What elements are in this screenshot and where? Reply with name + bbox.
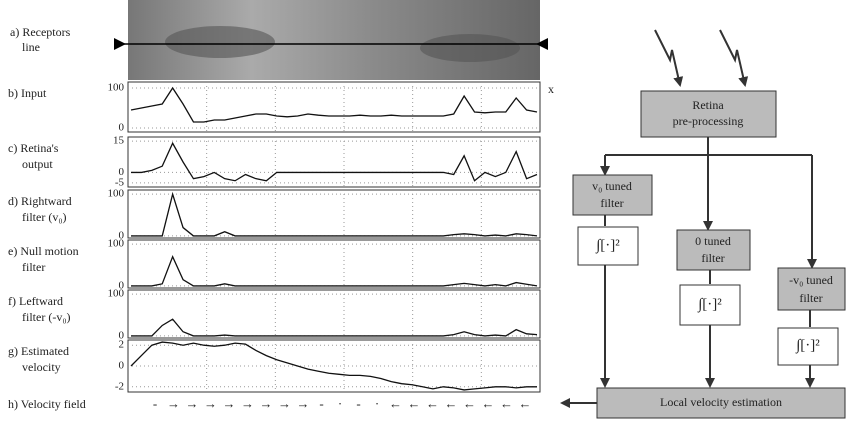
- plot-frame: [127, 339, 541, 393]
- panel-label: e) Null motion: [8, 244, 79, 258]
- node-label: v₀ tuned: [592, 179, 632, 193]
- panel-label: filter: [22, 260, 45, 274]
- plot-frame: [127, 189, 541, 239]
- y-tick-label: 100: [108, 82, 125, 94]
- panel-label: g) Estimated: [8, 344, 69, 358]
- label: line: [22, 40, 40, 54]
- velocity-symbol: →: [260, 396, 273, 411]
- input-arrow: [719, 29, 749, 87]
- y-tick-label: 2: [119, 339, 125, 351]
- filter-box: [676, 229, 751, 271]
- filter-box: [777, 267, 846, 311]
- node-label: ∫[·]²: [697, 296, 722, 312]
- car: [420, 34, 520, 62]
- panel-label: filter (-v₀): [22, 310, 71, 324]
- panel-label: velocity: [22, 360, 61, 374]
- velocity-symbol: →: [297, 396, 310, 411]
- node-label: Retina: [692, 98, 724, 112]
- y-tick-label: 0: [119, 166, 125, 178]
- output-box: [596, 387, 846, 419]
- y-tick-label: 15: [113, 135, 125, 147]
- node-label: ∫[·]²: [795, 337, 820, 353]
- plot-frame: [127, 136, 541, 188]
- velocity-symbol: →: [241, 396, 254, 411]
- velocity-symbol: ←: [445, 396, 458, 411]
- y-tick-label: 100: [108, 188, 125, 200]
- signal: [131, 191, 538, 237]
- y-tick-label: 0: [119, 279, 125, 291]
- label: a) Receptors: [10, 25, 71, 39]
- velocity-symbol: →: [186, 396, 199, 411]
- car: [165, 26, 275, 58]
- signal: [131, 255, 538, 287]
- y-tick-label: 0: [119, 229, 125, 241]
- velocity-symbol: ←: [500, 396, 513, 411]
- panel-label: f) Leftward: [8, 294, 63, 308]
- y-tick-label: 100: [108, 288, 125, 300]
- velocity-symbol: →: [278, 396, 291, 411]
- velocity-symbol: -: [153, 396, 157, 411]
- filter-box: [572, 174, 653, 216]
- node-label: filter: [799, 291, 822, 305]
- y-tick-label: 0: [119, 122, 125, 134]
- velocity-symbol: →: [204, 396, 217, 411]
- node-label: 0 tuned: [695, 234, 731, 248]
- velocity-symbol: -: [319, 396, 323, 411]
- plot-frame: [127, 239, 541, 289]
- input-arrow: [654, 29, 684, 87]
- node-label: filter: [701, 251, 724, 265]
- retina-box: [640, 90, 777, 138]
- plot-frame: [127, 289, 541, 339]
- arrow: [114, 38, 126, 50]
- panel-label: output: [22, 157, 53, 171]
- y-tick-label: 0: [119, 360, 125, 372]
- square-box: [577, 226, 639, 266]
- velocity-symbol: ←: [426, 396, 439, 411]
- velocity-symbol: ←: [408, 396, 421, 411]
- node-label: filter: [600, 196, 623, 210]
- velocity-symbol: →: [223, 396, 236, 411]
- y-tick-label: 100: [108, 238, 125, 250]
- panel-label: c) Retina's: [8, 141, 59, 155]
- axis-label: x: [548, 82, 554, 96]
- signal: [131, 141, 538, 182]
- velocity-symbol: ←: [519, 396, 532, 411]
- node-label: -v₀ tuned: [789, 273, 833, 287]
- plot-frame: [127, 81, 541, 133]
- node-label: Local velocity estimation: [660, 395, 782, 409]
- panel-label: b) Input: [8, 86, 47, 100]
- square-box: [777, 327, 839, 366]
- y-tick-label: -5: [115, 176, 125, 188]
- velocity-symbol: ·: [375, 396, 379, 411]
- panel-label: filter (v₀): [22, 210, 67, 224]
- velocity-symbol: ·: [338, 396, 342, 411]
- label: h) Velocity field: [8, 397, 86, 411]
- velocity-symbol: ←: [482, 396, 495, 411]
- signal: [130, 86, 538, 123]
- y-tick-label: -2: [115, 380, 124, 392]
- node-label: ∫[·]²: [595, 237, 620, 253]
- diagram: Retina pre-processing v₀ tuned filter 0 …: [560, 29, 846, 419]
- signal: [131, 318, 538, 337]
- velocity-field: h) Velocity field - → → → → → → → → - · - · ← ← ← ← ← ← ← ←: [8, 396, 532, 411]
- velocity-symbol: ←: [463, 396, 476, 411]
- signal: [130, 341, 537, 391]
- velocity-symbol: →: [167, 396, 180, 411]
- y-tick-label: 0: [119, 329, 125, 341]
- arrow: [536, 38, 548, 50]
- panel-label: d) Rightward: [8, 194, 72, 208]
- velocity-symbol: ←: [389, 396, 402, 411]
- velocity-symbol: -: [356, 396, 360, 411]
- square-box: [679, 284, 741, 326]
- node-label: pre-processing: [673, 114, 744, 128]
